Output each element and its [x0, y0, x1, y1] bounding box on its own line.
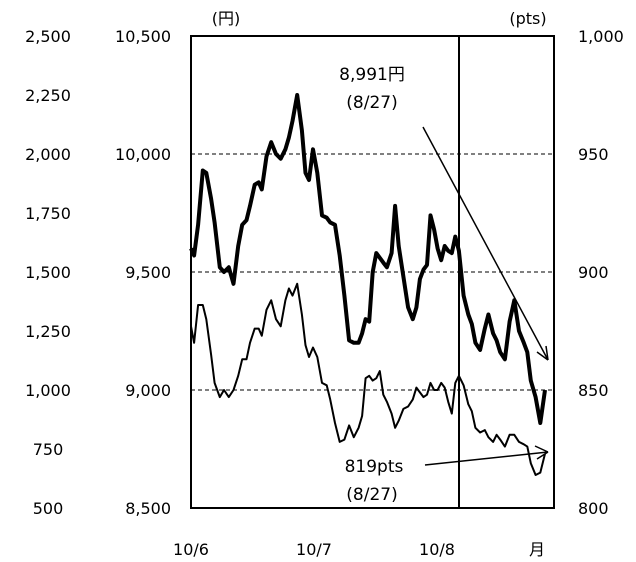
points-arrow-head [534, 445, 549, 460]
inner-left-tick-label: 9,500 [125, 263, 171, 282]
outer-left-tick-label: 1,250 [25, 322, 71, 341]
plot-frame [190, 35, 555, 509]
inner-left-unit: (円) [212, 9, 241, 28]
outer-left-tick-label: 750 [33, 440, 64, 459]
right-unit: (pts) [509, 9, 546, 28]
series-price-line [189, 93, 547, 425]
x-tick-label: 10/7 [296, 540, 332, 559]
outer-left-tick-label: 2,250 [25, 86, 71, 105]
gridlines [191, 153, 554, 391]
outer-left-tick-label: 500 [33, 499, 64, 518]
right-tick-label: 800 [578, 499, 609, 518]
right-tick-label: 850 [578, 381, 609, 400]
points-label: 819pts [345, 457, 404, 477]
x-tick-label: 10/6 [173, 540, 209, 559]
outer-left-tick-label: 2,500 [25, 27, 71, 46]
points-arrow-line [424, 451, 549, 466]
inner-left-tick-label: 9,000 [125, 381, 171, 400]
price-label-date: (8/27) [346, 93, 397, 113]
outer-left-tick-label: 1,500 [25, 263, 71, 282]
price-annotation: 8,991円 (8/27) [339, 65, 549, 361]
right-tick-label: 950 [578, 145, 609, 164]
inner-left-tick-label: 10,000 [115, 145, 171, 164]
inner-left-tick-label: 8,500 [125, 499, 171, 518]
x-tick-label: 月 [529, 540, 545, 559]
price-arrow-line [422, 126, 549, 361]
right-tick-label: 900 [578, 263, 609, 282]
inner-left-tick-label: 10,500 [115, 27, 171, 46]
outer-left-tick-label: 2,000 [25, 145, 71, 164]
series-points-line [190, 282, 546, 476]
price-arrow-head [536, 345, 549, 361]
outer-left-tick-label: 1,750 [25, 204, 71, 223]
x-tick-label: 10/8 [419, 540, 455, 559]
tick-labels: 2,500 2,250 2,000 1,750 1,500 1,250 1,000 750 50… [25, 27, 624, 559]
outer-left-tick-label: 1,000 [25, 381, 71, 400]
series-layer [189, 93, 547, 476]
price-label: 8,991円 [339, 65, 405, 85]
right-tick-label: 1,000 [578, 27, 624, 46]
points-annotation: 819pts (8/27) [345, 445, 549, 505]
points-label-date: (8/27) [346, 485, 397, 505]
